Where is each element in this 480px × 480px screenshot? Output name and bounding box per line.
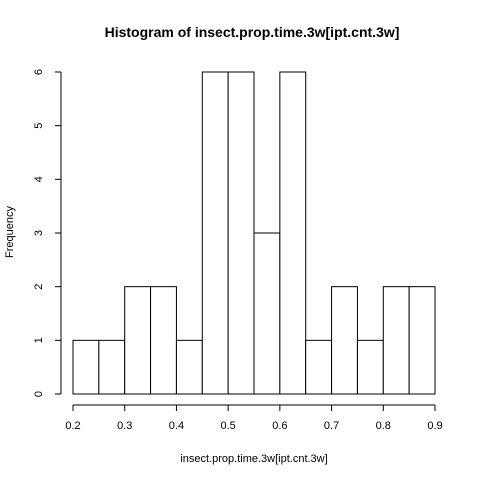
histogram-bar-6 <box>227 71 255 395</box>
x-tick-label-4: 0.6 <box>272 420 287 432</box>
y-tick-label-5: 5 <box>33 123 45 129</box>
y-tick-label-3: 3 <box>33 230 45 236</box>
histogram-bar-12 <box>382 286 410 395</box>
x-tick-label-5: 0.7 <box>324 420 339 432</box>
y-tick-label-0: 0 <box>33 391 45 397</box>
y-tick-label-2: 2 <box>33 284 45 290</box>
y-tick-label-1: 1 <box>33 337 45 343</box>
x-axis-label: insect.prop.time.3w[ipt.cnt.3w] <box>180 453 327 465</box>
chart-title: Histogram of insect.prop.time.3w[ipt.cnt… <box>105 24 400 40</box>
y-axis: 0 1 2 3 4 5 6 <box>33 69 62 397</box>
histogram-bar-11 <box>356 339 384 395</box>
y-tick-label-6: 6 <box>33 69 45 75</box>
histogram-bar-4 <box>175 339 203 395</box>
histogram-bar-3 <box>150 286 177 395</box>
histogram-bar-7 <box>253 232 281 395</box>
histogram-bar-2 <box>124 286 152 395</box>
y-tick-label-4: 4 <box>33 176 45 182</box>
x-tick-label-3: 0.5 <box>220 420 235 432</box>
x-tick-label-0: 0.2 <box>65 420 80 432</box>
histogram-bar-0 <box>72 339 100 395</box>
histogram-bar-10 <box>331 286 358 395</box>
histogram-bar-5 <box>201 71 229 395</box>
y-axis-label: Frequency <box>4 206 16 258</box>
histogram-bar-9 <box>305 339 333 395</box>
histogram-bar-8 <box>279 71 307 395</box>
x-tick-label-2: 0.4 <box>169 420 184 432</box>
x-tick-label-6: 0.8 <box>376 420 391 432</box>
bars-group <box>72 71 436 395</box>
x-tick-label-1: 0.3 <box>117 420 132 432</box>
x-tick-label-7: 0.9 <box>427 420 442 432</box>
histogram-bar-13 <box>408 286 436 395</box>
x-axis: 0.2 0.3 0.4 0.5 0.6 0.7 0.8 0.9 <box>65 404 443 432</box>
histogram-bar-1 <box>98 339 126 395</box>
